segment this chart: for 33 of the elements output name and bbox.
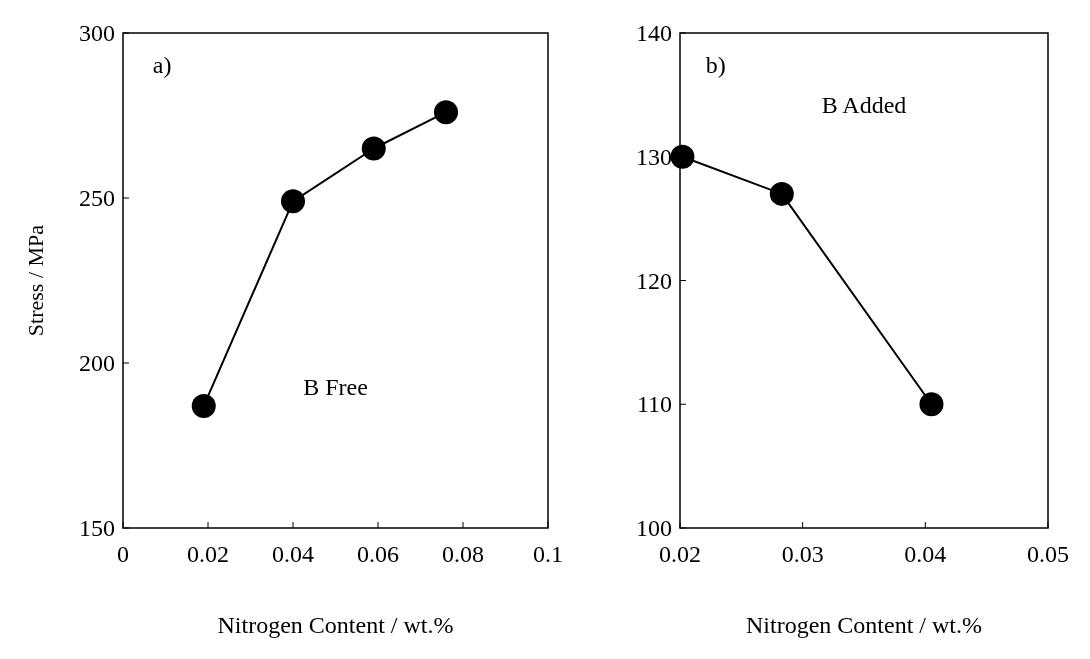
point [769,181,794,206]
y-tick-label: 150 [79,515,115,541]
y-axis-title: Stress / MPa [23,224,48,337]
x-tick-label: 0.02 [659,541,701,567]
y-tick-label: 120 [636,267,672,294]
x-tick-label: 0.04 [272,541,314,567]
point [670,144,695,169]
x-tick-label: 0.06 [357,541,399,567]
point [919,392,944,417]
y-tick-label: 130 [636,143,672,170]
point [361,136,386,161]
y-tick-label: 200 [79,350,115,376]
x-tick-label: 0.04 [904,541,947,567]
x-tick-label: 0.03 [781,541,824,567]
x-tick-label: 0 [117,541,129,567]
annotation: a) [152,52,172,79]
x-axis-title: Nitrogen Content / wt.% [746,612,982,638]
x-tick-label: 0.1 [533,541,563,567]
annotation: B Added [821,91,907,118]
x-tick-label: 0.08 [442,541,484,567]
point [434,100,458,125]
y-tick-label: 250 [79,185,115,211]
y-tick-label: 300 [79,20,115,46]
annotation: b) [705,52,726,79]
point [281,189,305,214]
x-tick-label: 0.05 [1027,541,1069,567]
y-tick-label: 100 [636,515,672,541]
point [191,393,216,418]
annotation: B Free [303,373,368,400]
x-axis-title: Nitrogen Content / wt.% [217,612,454,638]
y-tick-label: 140 [636,20,672,46]
y-tick-label: 110 [636,391,672,418]
x-tick-label: 0.02 [187,541,229,567]
